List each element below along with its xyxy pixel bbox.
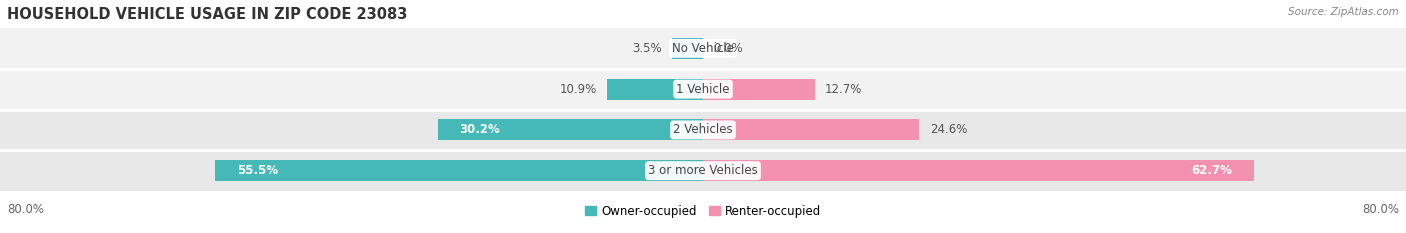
Bar [0, 110, 1406, 150]
Text: 30.2%: 30.2% [460, 123, 501, 136]
Text: 2 Vehicles: 2 Vehicles [673, 123, 733, 136]
Bar [0, 150, 1406, 191]
Text: 62.7%: 62.7% [1191, 164, 1232, 177]
Bar [215, 160, 703, 181]
Text: HOUSEHOLD VEHICLE USAGE IN ZIP CODE 23083: HOUSEHOLD VEHICLE USAGE IN ZIP CODE 2308… [7, 7, 408, 22]
Text: No Vehicle: No Vehicle [672, 42, 734, 55]
Bar [607, 79, 703, 100]
Text: 1 Vehicle: 1 Vehicle [676, 83, 730, 96]
Text: 3 or more Vehicles: 3 or more Vehicles [648, 164, 758, 177]
Text: 80.0%: 80.0% [1362, 203, 1399, 216]
Bar [703, 79, 814, 100]
Legend: Owner-occupied, Renter-occupied: Owner-occupied, Renter-occupied [579, 200, 827, 223]
Text: 55.5%: 55.5% [238, 164, 278, 177]
Text: 3.5%: 3.5% [633, 42, 662, 55]
Text: 80.0%: 80.0% [7, 203, 44, 216]
Bar [672, 38, 703, 59]
Text: 24.6%: 24.6% [929, 123, 967, 136]
Bar [0, 69, 1406, 110]
Text: 0.0%: 0.0% [713, 42, 744, 55]
Bar [703, 119, 920, 140]
Bar [437, 119, 703, 140]
Text: Source: ZipAtlas.com: Source: ZipAtlas.com [1288, 7, 1399, 17]
Text: 12.7%: 12.7% [825, 83, 862, 96]
Text: 10.9%: 10.9% [560, 83, 596, 96]
Bar [0, 28, 1406, 69]
Bar [703, 160, 1254, 181]
